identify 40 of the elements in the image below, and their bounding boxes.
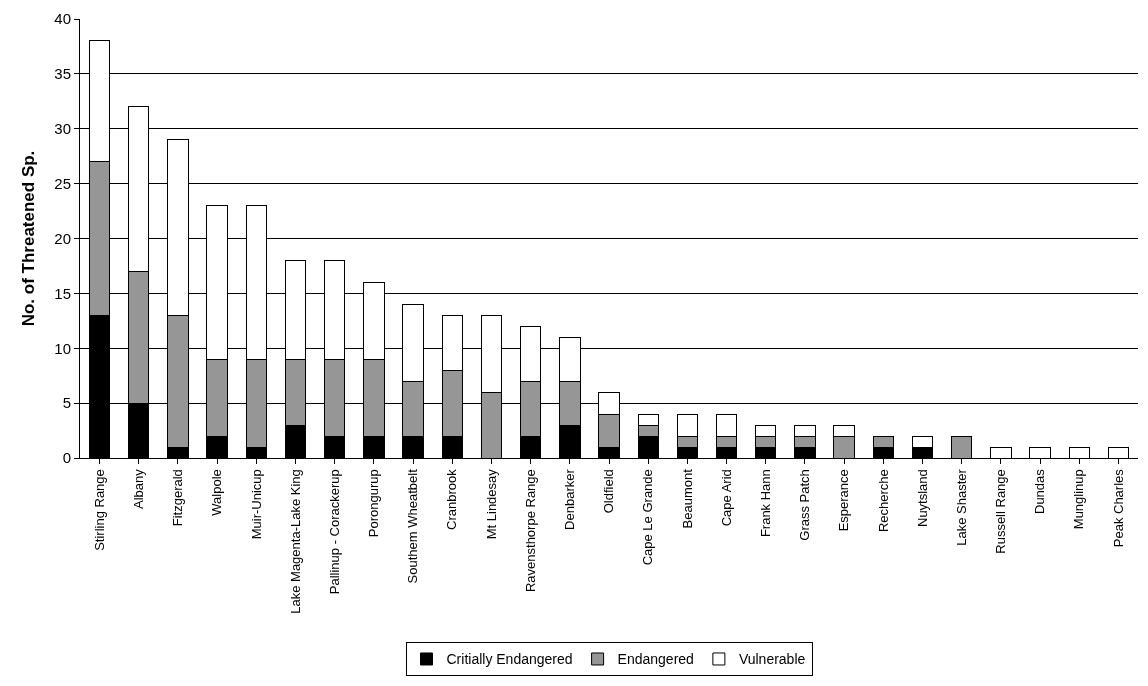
x-tick-label: Fitzgerald — [170, 469, 186, 527]
x-tick-label: Porongurup — [366, 469, 382, 538]
x-tick-label: Cape Arid — [718, 469, 734, 527]
x-tick-label: Russell Range — [993, 469, 1009, 554]
x-tick-label: Muir-Unicup — [248, 469, 264, 540]
x-tick-label: Munglinup — [1071, 469, 1087, 530]
x-tick-label: Esperance — [836, 469, 852, 532]
y-tick-label: 25 — [54, 174, 71, 192]
x-tick-label: Oldfield — [601, 469, 617, 514]
x-tick-label: Albany — [131, 468, 147, 509]
x-tick-label: Stirling Range — [91, 469, 107, 551]
x-tick-label: Mt Lindesay — [483, 468, 499, 540]
y-tick-label: 35 — [54, 65, 71, 83]
x-tick-label: Ravensthorpe Range — [522, 469, 538, 593]
x-tick-label: Lake Magenta-Lake King — [287, 469, 303, 614]
legend-label: Vulnerable — [738, 651, 806, 668]
legend-label: Critially Endangered — [446, 651, 573, 668]
y-axis-title: No. of Threatened Sp. — [18, 150, 38, 327]
x-tick-label: Grass Patch — [797, 469, 813, 541]
x-tick-label: Recherche — [875, 469, 891, 533]
y-tick-label: 40 — [54, 10, 71, 28]
x-tick-label: Frank Hann — [757, 469, 773, 538]
x-tick-label: Dundas — [1032, 468, 1048, 515]
x-tick-label: Cranbrook — [444, 468, 460, 530]
x-tick-label: Beaumont — [679, 468, 695, 529]
x-tick-label: Nuytsland — [914, 469, 930, 528]
y-tick-label: 20 — [54, 229, 71, 247]
y-tick-label: 15 — [54, 284, 71, 302]
x-tick-label: Cape Le Grande — [640, 469, 656, 566]
y-tick-label: 5 — [62, 394, 71, 412]
x-tick-label: Peak Charles — [1110, 468, 1126, 548]
x-tick-label: Walpole — [209, 469, 225, 516]
x-tick-label: Lake Shaster — [953, 468, 969, 546]
x-tick-label: Southem Wheatbelt — [405, 468, 421, 584]
y-tick-label: 30 — [54, 120, 71, 137]
x-tick-label: Pallinup - Corackerup — [326, 469, 342, 595]
x-tick-label: Denbarker — [562, 468, 578, 530]
y-tick-label: 0 — [62, 449, 71, 467]
y-tick-label: 10 — [54, 339, 71, 357]
legend-label: Endangered — [617, 651, 694, 668]
